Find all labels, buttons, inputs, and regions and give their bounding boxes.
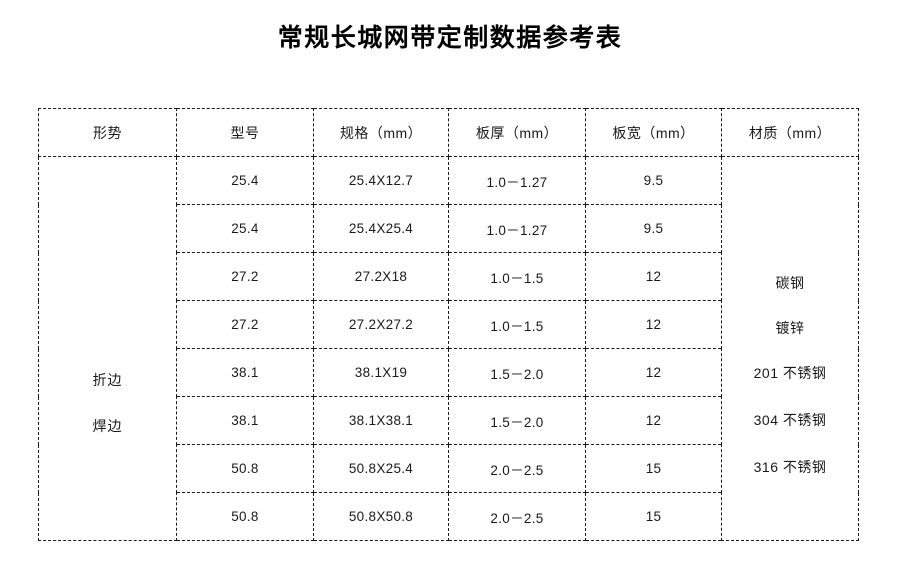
- cell-width: 9.5: [585, 156, 722, 205]
- table-row: 38.1 38.1X19 1.5－2.0 12: [39, 348, 859, 397]
- cell-width: 15: [585, 492, 722, 541]
- cell-model: 50.8: [176, 444, 314, 493]
- material-merged-cell: 碳钢 镀锌 201 不锈钢 304 不锈钢 316 不锈钢: [721, 156, 859, 541]
- cell-spec: 50.8X50.8: [313, 492, 449, 541]
- form-cell-content: 折边 焊边: [39, 265, 176, 433]
- material-line-1: 碳钢: [775, 275, 805, 291]
- cell-spec: 38.1X38.1: [313, 396, 449, 445]
- cell-thickness: 1.0－1.27: [448, 156, 586, 205]
- cell-spec: 38.1X19: [313, 348, 449, 397]
- cell-thickness: 1.5－2.0: [448, 396, 586, 445]
- table-row: 25.4 25.4X25.4 1.0－1.27 9.5: [39, 204, 859, 253]
- table-row: 50.8 50.8X50.8 2.0－2.5 15: [39, 492, 859, 541]
- material-line-3: 201 不锈钢: [753, 365, 827, 381]
- table-row: 27.2 27.2X18 1.0－1.5 12: [39, 252, 859, 301]
- cell-width: 12: [585, 396, 722, 445]
- cell-spec: 27.2X27.2: [313, 300, 449, 349]
- cell-width: 12: [585, 300, 722, 349]
- material-cell-content: 碳钢 镀锌 201 不锈钢 304 不锈钢 316 不锈钢: [722, 223, 858, 474]
- cell-width: 12: [585, 348, 722, 397]
- cell-spec: 25.4X25.4: [313, 204, 449, 253]
- cell-spec: 27.2X18: [313, 252, 449, 301]
- column-header-width: 板宽（mm）: [585, 108, 722, 157]
- cell-model: 27.2: [176, 300, 314, 349]
- page-title: 常规长城网带定制数据参考表: [277, 24, 623, 52]
- table-row: 50.8 50.8X25.4 2.0－2.5 15: [39, 444, 859, 493]
- cell-thickness: 1.0－1.5: [448, 300, 586, 349]
- cell-thickness: 1.0－1.27: [448, 204, 586, 253]
- column-header-spec: 规格（mm）: [313, 108, 449, 157]
- column-header-material: 材质（mm）: [721, 108, 859, 157]
- column-header-form: 形势: [38, 108, 177, 157]
- cell-width: 12: [585, 252, 722, 301]
- specification-table: 形势 型号 规格（mm） 板厚（mm） 板宽（mm） 材质（mm） 折边 焊边 …: [38, 108, 859, 541]
- form-line-1: 折边: [92, 371, 123, 388]
- cell-model: 25.4: [176, 204, 314, 253]
- cell-thickness: 2.0－2.5: [448, 444, 586, 493]
- material-line-2: 镀锌: [775, 320, 805, 336]
- material-line-4: 304 不锈钢: [753, 412, 827, 428]
- cell-model: 38.1: [176, 396, 314, 445]
- column-header-model: 型号: [176, 108, 314, 157]
- cell-model: 50.8: [176, 492, 314, 541]
- table-header-row: 形势 型号 规格（mm） 板厚（mm） 板宽（mm） 材质（mm）: [38, 108, 859, 157]
- table-row: 38.1 38.1X38.1 1.5－2.0 12: [39, 396, 859, 445]
- cell-model: 27.2: [176, 252, 314, 301]
- cell-model: 38.1: [176, 348, 314, 397]
- cell-spec: 50.8X25.4: [313, 444, 449, 493]
- form-line-2: 焊边: [92, 417, 123, 434]
- cell-thickness: 2.0－2.5: [448, 492, 586, 541]
- cell-width: 9.5: [585, 204, 722, 253]
- cell-model: 25.4: [176, 156, 314, 205]
- form-merged-cell: 折边 焊边: [38, 156, 177, 541]
- column-header-thickness: 板厚（mm）: [448, 108, 586, 157]
- cell-thickness: 1.0－1.5: [448, 252, 586, 301]
- table-row: 27.2 27.2X27.2 1.0－1.5 12: [39, 300, 859, 349]
- cell-spec: 25.4X12.7: [313, 156, 449, 205]
- cell-thickness: 1.5－2.0: [448, 348, 586, 397]
- table-row: 折边 焊边 25.4 25.4X12.7 1.0－1.27 9.5 碳钢 镀锌 …: [38, 156, 859, 541]
- material-line-5: 316 不锈钢: [753, 459, 827, 475]
- cell-width: 15: [585, 444, 722, 493]
